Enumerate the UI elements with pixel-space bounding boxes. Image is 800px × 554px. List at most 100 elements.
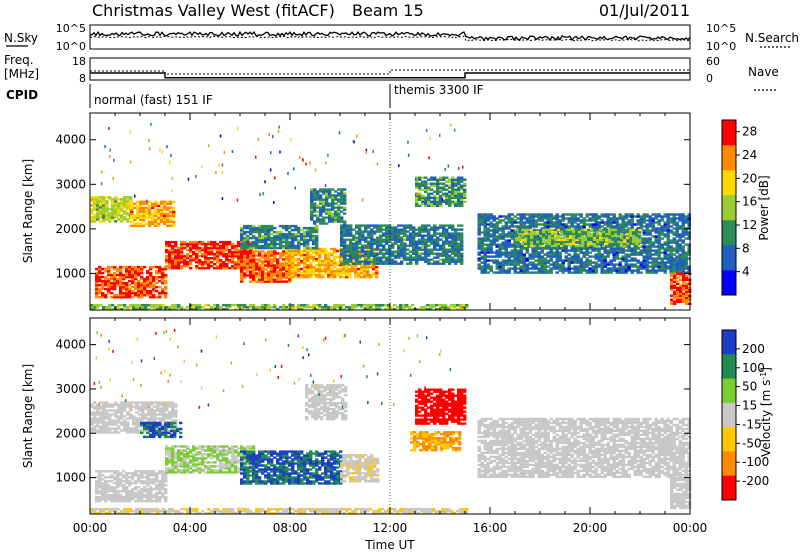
heatmap-cell <box>252 260 256 263</box>
heatmap-cell <box>216 308 220 311</box>
heatmap-cell <box>657 263 661 266</box>
heatmap-cell <box>606 267 610 270</box>
heatmap-cell <box>98 271 102 275</box>
heatmap-cell <box>270 250 274 253</box>
heatmap-cell <box>654 251 658 254</box>
heatmap-cell <box>573 267 577 270</box>
heatmap-cell <box>442 176 446 179</box>
heatmap-cell <box>105 196 109 199</box>
heatmap-cell <box>612 265 616 268</box>
heatmap-cell <box>174 304 178 307</box>
heatmap-cell <box>183 261 187 264</box>
heatmap-cell <box>169 206 173 209</box>
heatmap-cell <box>142 206 146 209</box>
heatmap-cell <box>681 241 685 244</box>
heatmap-cell <box>486 227 490 230</box>
heatmap-cell <box>436 252 440 255</box>
heatmap-cell <box>318 271 322 275</box>
heatmap-cell <box>331 196 335 199</box>
heatmap-cell <box>645 263 649 266</box>
heatmap-cell <box>448 194 452 197</box>
heatmap-cell <box>351 263 355 267</box>
heatmap-cell <box>198 304 202 307</box>
heatmap-cell <box>463 190 467 193</box>
heatmap-cell <box>96 204 100 207</box>
heatmap-cell <box>519 271 523 274</box>
heatmap-cell <box>234 261 238 264</box>
heatmap-cell <box>397 238 401 241</box>
heatmap-cell <box>542 244 546 248</box>
heatmap-cell <box>636 259 640 262</box>
heatmap-cell <box>252 268 256 271</box>
heatmap-cell <box>291 267 295 271</box>
heatmap-cell <box>141 304 145 307</box>
heatmap-cell <box>364 254 368 257</box>
heatmap-cell <box>279 262 283 265</box>
heatmap-cell <box>216 257 220 260</box>
heatmap-cell <box>104 283 108 287</box>
heatmap-cell <box>343 228 347 231</box>
heatmap-cell <box>445 188 449 191</box>
heatmap-cell <box>246 246 250 250</box>
heatmap-cell <box>415 184 419 187</box>
heatmap-cell <box>309 271 313 275</box>
heatmap-cell <box>225 242 229 246</box>
heatmap-cell <box>427 244 431 247</box>
heatmap-cell <box>372 271 376 275</box>
heatmap-cell <box>415 186 419 189</box>
heatmap-cell <box>201 248 205 252</box>
heatmap-cell <box>370 228 374 231</box>
heatmap-cell <box>315 249 319 253</box>
heatmap-cell <box>166 214 170 217</box>
heatmap-cell <box>246 234 250 238</box>
heatmap-cell <box>255 228 259 232</box>
heatmap-cell <box>554 242 558 246</box>
heatmap-cell <box>180 259 184 262</box>
heatmap-cell <box>436 182 440 185</box>
heatmap-cell <box>349 260 353 263</box>
heatmap-cell <box>105 210 109 213</box>
heatmap-cell <box>642 229 646 232</box>
heatmap-cell <box>264 274 268 277</box>
heatmap-cell <box>552 263 556 266</box>
heatmap-cell <box>531 221 535 224</box>
heatmap-cell <box>594 225 598 228</box>
heatmap-cell <box>252 270 256 273</box>
heatmap-cell <box>666 249 670 252</box>
heatmap-cell <box>180 248 184 252</box>
heatmap-cell <box>415 202 419 205</box>
heatmap-cell <box>495 223 499 226</box>
heatmap-cell <box>576 225 580 228</box>
heatmap-cell <box>558 225 562 228</box>
heatmap-cell <box>575 230 579 234</box>
heatmap-cell <box>267 238 271 242</box>
heatmap-cell <box>582 223 586 226</box>
heatmap-cell <box>486 217 490 220</box>
heatmap-cell <box>210 306 214 309</box>
heatmap-cell <box>513 269 517 272</box>
heatmap-cell <box>561 269 565 272</box>
heatmap-cell <box>675 223 679 226</box>
heatmap-cell <box>343 246 347 249</box>
heatmap-cell <box>418 234 422 237</box>
heatmap-cell <box>545 236 549 240</box>
heatmap-cell <box>642 219 646 222</box>
heatmap-cell <box>157 216 161 219</box>
heatmap-cell <box>151 202 155 205</box>
heatmap-cell <box>657 219 661 222</box>
heatmap-cell <box>578 232 582 236</box>
heatmap-cell <box>675 235 679 238</box>
heatmap-cell <box>439 196 443 199</box>
heatmap-cell <box>131 265 135 269</box>
heatmap-cell <box>582 269 586 272</box>
heatmap-cell <box>681 253 685 256</box>
heatmap-cell <box>445 240 449 243</box>
heatmap-cell <box>672 237 676 240</box>
heatmap-cell <box>370 246 374 249</box>
heatmap-cell <box>111 204 115 207</box>
heatmap-cell <box>143 291 147 295</box>
heatmap-cell <box>480 213 484 216</box>
heatmap-cell <box>180 253 184 256</box>
heatmap-cell <box>611 230 615 234</box>
heatmap-cell <box>107 277 111 281</box>
